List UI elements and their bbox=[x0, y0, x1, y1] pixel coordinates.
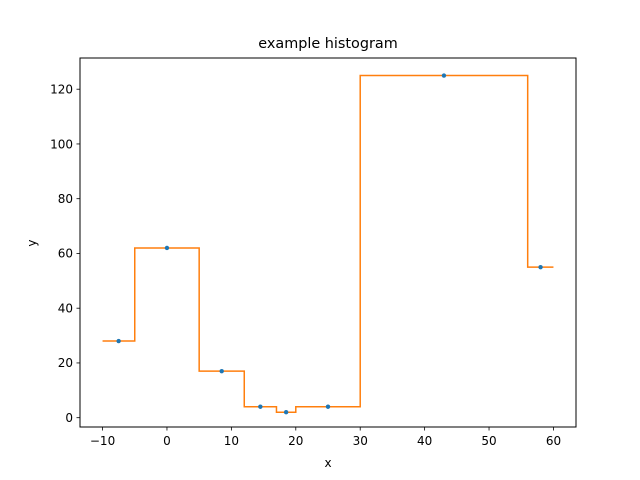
x-tick-label: 60 bbox=[546, 434, 561, 448]
chart-title: example histogram bbox=[258, 36, 397, 52]
data-point bbox=[258, 404, 263, 409]
x-tick-label: 40 bbox=[417, 434, 432, 448]
x-tick-label: 30 bbox=[353, 434, 368, 448]
x-tick-label: 10 bbox=[224, 434, 239, 448]
data-point bbox=[164, 245, 170, 251]
y-tick-label: 80 bbox=[58, 192, 73, 206]
y-tick-label: 120 bbox=[50, 83, 73, 97]
y-tick-label: 60 bbox=[58, 247, 73, 261]
plot-frame bbox=[79, 57, 577, 428]
y-tick-label: 0 bbox=[65, 411, 73, 425]
data-point bbox=[441, 73, 447, 78]
x-tick-label: 50 bbox=[481, 434, 496, 448]
data-point bbox=[325, 404, 331, 409]
y-axis-label: y bbox=[25, 239, 39, 246]
y-tick-label: 20 bbox=[58, 356, 73, 370]
data-point bbox=[538, 264, 543, 270]
x-axis-label: x bbox=[324, 456, 331, 470]
plot-area bbox=[102, 73, 554, 415]
data-point bbox=[116, 338, 121, 344]
data-point bbox=[219, 368, 224, 374]
x-tick-label: 20 bbox=[288, 434, 303, 448]
y-tick-label: 40 bbox=[58, 301, 73, 315]
y-tick-label: 100 bbox=[50, 137, 73, 151]
x-tick-label: 0 bbox=[163, 434, 171, 448]
x-axis-ticks: −10 0 10 20 30 40 50 60 bbox=[90, 427, 561, 448]
y-axis-ticks: 0 20 40 60 80 100 120 bbox=[50, 83, 80, 425]
x-tick-label: −10 bbox=[90, 434, 115, 448]
data-point bbox=[283, 410, 289, 415]
